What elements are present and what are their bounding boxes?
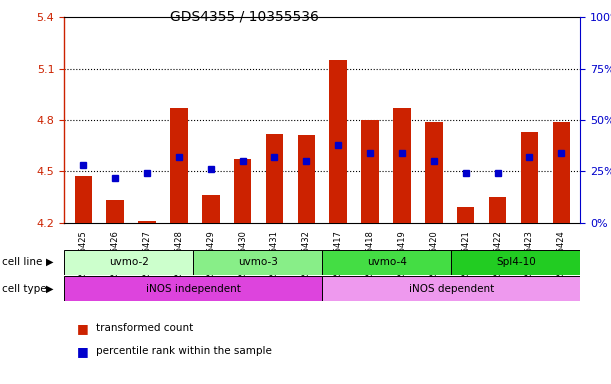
Bar [552,122,570,223]
Text: iNOS independent: iNOS independent [146,284,241,294]
Bar [170,108,188,223]
Bar [329,60,347,223]
Text: cell type: cell type [2,284,46,294]
Text: ■: ■ [76,322,88,335]
Text: iNOS dependent: iNOS dependent [409,284,494,294]
Bar [521,132,538,223]
Text: uvmo-3: uvmo-3 [238,257,278,267]
Bar [425,122,442,223]
Bar [298,136,315,223]
Text: GDS4355 / 10355536: GDS4355 / 10355536 [170,10,320,23]
Bar [193,250,323,275]
Bar [138,221,156,223]
Bar [75,177,92,223]
Bar [457,207,475,223]
Bar [452,250,580,275]
Bar [361,120,379,223]
Bar [393,108,411,223]
Bar [106,200,124,223]
Text: transformed count: transformed count [96,323,193,333]
Text: ▶: ▶ [46,257,54,267]
Text: ■: ■ [76,345,88,358]
Bar [234,159,251,223]
Text: uvmo-4: uvmo-4 [367,257,407,267]
Bar [266,134,284,223]
Bar [64,276,323,301]
Text: percentile rank within the sample: percentile rank within the sample [96,346,272,356]
Bar [202,195,219,223]
Bar [323,276,580,301]
Bar [489,197,507,223]
Bar [64,250,193,275]
Text: ▶: ▶ [46,284,54,294]
Text: Spl4-10: Spl4-10 [496,257,536,267]
Bar [323,250,452,275]
Text: cell line: cell line [2,257,42,267]
Text: uvmo-2: uvmo-2 [109,257,148,267]
